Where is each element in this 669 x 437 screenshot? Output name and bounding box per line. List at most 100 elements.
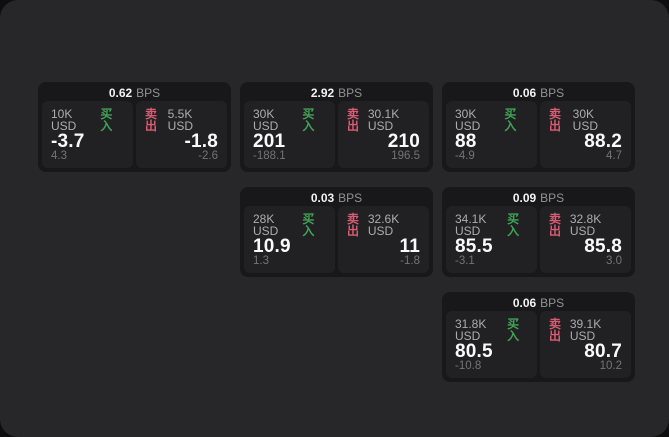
spread-value: 0.09 [512, 191, 537, 206]
buy-price: 80.5 [455, 340, 493, 362]
sell-meta: 卖出 30.1K USD [347, 108, 420, 132]
buy-meta: 31.8K USD 买入 [455, 318, 528, 342]
card-header: 0.62 BPS [42, 86, 227, 101]
spread-unit-label: BPS [540, 86, 565, 101]
sell-price: 85.8 [584, 235, 622, 257]
sell-size: 39.1K USD [569, 316, 602, 343]
buy-panel[interactable]: 10K USD 买入 -3.7 4.3 [42, 100, 133, 168]
buy-delta: 1.3 [253, 254, 269, 267]
sell-size: 32.8K USD [569, 211, 602, 238]
spread-value: 0.03 [310, 191, 335, 206]
card-header: 0.09 BPS [446, 191, 631, 206]
sell-price: 80.7 [584, 340, 622, 362]
sell-size: 32.6K USD [367, 211, 400, 238]
buy-size: 30K USD [253, 106, 279, 133]
panels: 28K USD 买入 10.9 1.3 卖出 32.6K USD 11 -1.8 [244, 205, 429, 273]
sell-price: 210 [387, 130, 420, 152]
buy-size: 31.8K USD [455, 316, 487, 343]
spread-value: 0.62 [108, 86, 133, 101]
buy-delta: -4.9 [455, 149, 475, 162]
buy-size: 28K USD [253, 211, 279, 238]
quote-card: 0.09 BPS 34.1K USD 买入 85.5 -3.1 卖出 32.8K… [442, 187, 635, 277]
quote-card: 2.92 BPS 30K USD 买入 201 -188.1 卖出 30.1K … [240, 82, 433, 172]
spread-value: 0.06 [512, 296, 537, 311]
buy-delta: -188.1 [253, 149, 286, 162]
quote-grid: 0.62 BPS 10K USD 买入 -3.7 4.3 卖出 5.5K USD [38, 82, 635, 382]
buy-delta: -10.8 [455, 359, 482, 372]
sell-panel[interactable]: 卖出 5.5K USD -1.8 -2.6 [136, 100, 227, 168]
spread-unit-label: BPS [136, 86, 161, 101]
spread-value: 0.06 [512, 86, 537, 101]
sell-delta: 10.2 [599, 359, 622, 372]
spread-unit-label: BPS [540, 296, 565, 311]
quote-card: 0.62 BPS 10K USD 买入 -3.7 4.3 卖出 5.5K USD [38, 82, 231, 172]
quote-card: 0.03 BPS 28K USD 买入 10.9 1.3 卖出 32.6K US… [240, 187, 433, 277]
card-header: 2.92 BPS [244, 86, 429, 101]
sell-delta: 3.0 [606, 254, 622, 267]
buy-price: -3.7 [51, 130, 85, 152]
buy-panel[interactable]: 30K USD 买入 88 -4.9 [446, 100, 537, 168]
buy-delta: 4.3 [51, 149, 67, 162]
buy-price: 85.5 [455, 235, 493, 257]
sell-delta: -1.8 [400, 254, 420, 267]
buy-size: 10K USD [51, 106, 77, 133]
sell-meta: 卖出 30K USD [549, 108, 622, 132]
sell-delta: 196.5 [391, 149, 420, 162]
sell-side-label: 卖出 [549, 106, 562, 133]
sell-price: 88.2 [584, 130, 622, 152]
sell-side-label: 卖出 [549, 316, 562, 343]
spread-unit-label: BPS [338, 86, 363, 101]
sell-price: -1.8 [184, 130, 218, 152]
spread-unit-label: BPS [338, 191, 363, 206]
buy-size: 30K USD [455, 106, 481, 133]
buy-meta: 34.1K USD 买入 [455, 213, 528, 237]
buy-meta: 10K USD 买入 [51, 108, 124, 132]
panels: 10K USD 买入 -3.7 4.3 卖出 5.5K USD -1.8 -2.… [42, 100, 227, 168]
buy-delta: -3.1 [455, 254, 475, 267]
sell-side-label: 卖出 [347, 211, 360, 238]
sell-delta: -2.6 [198, 149, 218, 162]
panels: 34.1K USD 买入 85.5 -3.1 卖出 32.8K USD 85.8… [446, 205, 631, 273]
panels: 30K USD 买入 88 -4.9 卖出 30K USD 88.2 4.7 [446, 100, 631, 168]
sell-panel[interactable]: 卖出 39.1K USD 80.7 10.2 [540, 310, 631, 378]
sell-panel[interactable]: 卖出 32.6K USD 11 -1.8 [338, 205, 429, 273]
buy-meta: 30K USD 买入 [455, 108, 528, 132]
sell-side-label: 卖出 [347, 106, 360, 133]
buy-meta: 30K USD 买入 [253, 108, 326, 132]
buy-side-label: 买入 [504, 106, 517, 133]
buy-panel[interactable]: 31.8K USD 买入 80.5 -10.8 [446, 310, 537, 378]
buy-side-label: 买入 [302, 106, 315, 133]
buy-side-label: 买入 [507, 316, 520, 343]
sell-size: 30K USD [572, 106, 599, 133]
buy-price: 88 [455, 130, 477, 152]
quote-card: 0.06 BPS 31.8K USD 买入 80.5 -10.8 卖出 39.1… [442, 292, 635, 382]
card-header: 0.06 BPS [446, 296, 631, 311]
sell-panel[interactable]: 卖出 30K USD 88.2 4.7 [540, 100, 631, 168]
sell-panel[interactable]: 卖出 32.8K USD 85.8 3.0 [540, 205, 631, 273]
sell-meta: 卖出 39.1K USD [549, 318, 622, 342]
sell-size: 30.1K USD [367, 106, 400, 133]
spread-unit-label: BPS [540, 191, 565, 206]
buy-panel[interactable]: 28K USD 买入 10.9 1.3 [244, 205, 335, 273]
sell-meta: 卖出 5.5K USD [145, 108, 218, 132]
panels: 31.8K USD 买入 80.5 -10.8 卖出 39.1K USD 80.… [446, 310, 631, 378]
buy-side-label: 买入 [507, 211, 520, 238]
sell-side-label: 卖出 [549, 211, 562, 238]
sell-meta: 卖出 32.8K USD [549, 213, 622, 237]
panels: 30K USD 买入 201 -188.1 卖出 30.1K USD 210 1… [244, 100, 429, 168]
sell-price: 11 [399, 235, 420, 257]
buy-price: 201 [253, 130, 286, 152]
buy-side-label: 买入 [100, 106, 113, 133]
buy-size: 34.1K USD [455, 211, 487, 238]
sell-side-label: 卖出 [145, 106, 158, 133]
card-header: 0.06 BPS [446, 86, 631, 101]
quote-card: 0.06 BPS 30K USD 买入 88 -4.9 卖出 30K USD [442, 82, 635, 172]
sell-meta: 卖出 32.6K USD [347, 213, 420, 237]
buy-side-label: 买入 [302, 211, 315, 238]
sell-panel[interactable]: 卖出 30.1K USD 210 196.5 [338, 100, 429, 168]
sell-size: 5.5K USD [167, 106, 193, 133]
buy-panel[interactable]: 30K USD 买入 201 -188.1 [244, 100, 335, 168]
buy-panel[interactable]: 34.1K USD 买入 85.5 -3.1 [446, 205, 537, 273]
buy-price: 10.9 [253, 235, 291, 257]
